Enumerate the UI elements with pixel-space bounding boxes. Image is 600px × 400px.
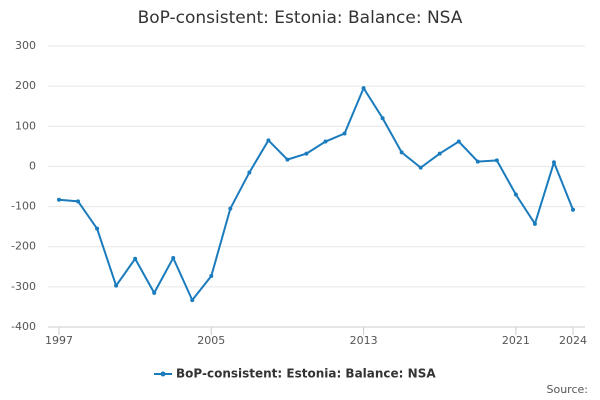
- chart-title: BoP-consistent: Estonia: Balance: NSA: [138, 8, 463, 28]
- x-tick-label: 1997: [45, 334, 73, 347]
- y-tick-label: 300: [15, 39, 36, 52]
- x-tick-label: 2013: [350, 334, 378, 347]
- y-tick-label: 0: [29, 159, 36, 172]
- legend-marker: [160, 371, 166, 377]
- data-point: [190, 298, 195, 303]
- data-point: [551, 160, 556, 165]
- y-tick-label: 100: [15, 119, 36, 132]
- series-line: [58, 85, 574, 303]
- data-point: [152, 290, 157, 295]
- data-point: [304, 151, 309, 156]
- data-point: [342, 131, 347, 136]
- data-point: [418, 165, 423, 170]
- x-tick-label: 2024: [559, 334, 587, 347]
- data-point: [323, 139, 328, 144]
- y-tick-label: -100: [11, 200, 36, 213]
- data-point: [399, 150, 404, 155]
- legend-label: BoP-consistent: Estonia: Balance: NSA: [176, 367, 436, 381]
- x-tick-label: 2021: [502, 334, 530, 347]
- data-point: [76, 199, 81, 204]
- y-tick-label: -300: [11, 280, 36, 293]
- data-point: [228, 206, 233, 211]
- data-point: [361, 86, 366, 91]
- y-tick-label: -200: [11, 240, 36, 253]
- data-point: [571, 207, 575, 212]
- data-point: [57, 197, 61, 202]
- y-tick-label: 200: [15, 79, 36, 92]
- y-tick-label: -400: [11, 320, 36, 333]
- data-point: [494, 158, 499, 163]
- data-point: [209, 274, 214, 279]
- data-point: [133, 256, 138, 261]
- data-point: [456, 139, 461, 144]
- data-point: [114, 283, 119, 288]
- data-point: [475, 159, 480, 164]
- data-point: [437, 151, 442, 156]
- data-point: [513, 192, 518, 197]
- data-point: [266, 138, 271, 143]
- source: Source:: [547, 383, 589, 396]
- data-point: [171, 255, 176, 260]
- data-point: [247, 170, 252, 175]
- data-point: [285, 157, 290, 162]
- data-point: [380, 116, 385, 121]
- data-point: [532, 221, 537, 226]
- data-point: [95, 226, 100, 231]
- x-tick-label: 2005: [197, 334, 225, 347]
